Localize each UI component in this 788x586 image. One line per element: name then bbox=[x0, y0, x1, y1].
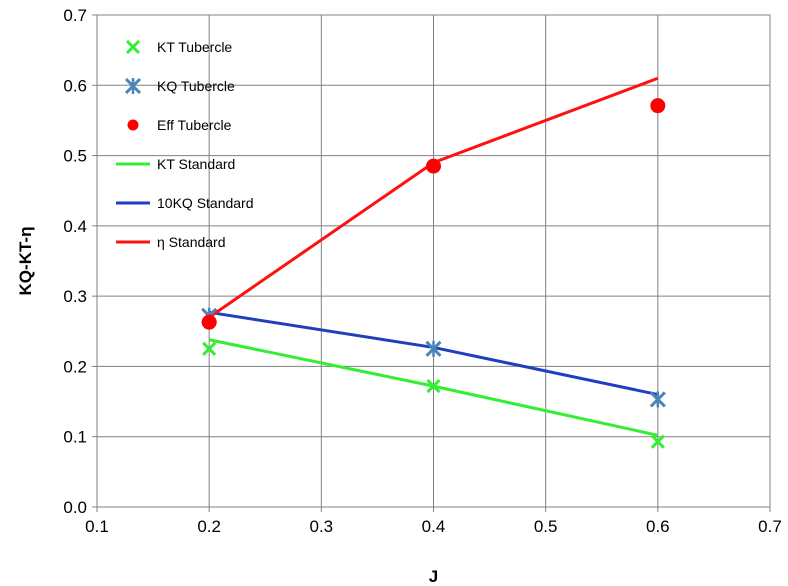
legend-label: KT Tubercle bbox=[157, 39, 232, 55]
legend-item: η Standard bbox=[116, 234, 226, 250]
legend-item: 10KQ Standard bbox=[116, 195, 254, 211]
data-point bbox=[426, 379, 441, 394]
data-point bbox=[426, 158, 441, 174]
y-tick-label: 0.1 bbox=[63, 428, 87, 447]
x-axis-title: J bbox=[429, 567, 438, 586]
series-kt-tubercle bbox=[202, 341, 665, 449]
legend-item: KQ Tubercle bbox=[124, 77, 235, 95]
x-tick-label: 0.7 bbox=[758, 517, 782, 536]
x-tick-label: 0.6 bbox=[646, 517, 670, 536]
data-point bbox=[650, 98, 666, 114]
y-tick-label: 0.2 bbox=[63, 357, 87, 376]
legend-swatch bbox=[127, 119, 139, 131]
data-point bbox=[202, 341, 217, 356]
legend-item: KT Tubercle bbox=[125, 39, 232, 55]
data-point bbox=[650, 434, 665, 449]
series-layer bbox=[201, 76, 666, 449]
legend-label: 10KQ Standard bbox=[157, 195, 254, 211]
legend-label: KQ Tubercle bbox=[157, 78, 235, 94]
y-tick-label: 0.4 bbox=[63, 217, 87, 236]
legend: KT Tubercle KQ Tubercle Eff Tubercle KT Sta… bbox=[116, 39, 254, 250]
series-eff-tubercle bbox=[201, 98, 666, 330]
legend-label: Eff Tubercle bbox=[157, 117, 232, 133]
legend-label: KT Standard bbox=[157, 156, 235, 172]
y-tick-label: 0.3 bbox=[63, 287, 87, 306]
x-tick-label: 0.4 bbox=[422, 517, 446, 536]
x-tick-label: 0.5 bbox=[534, 517, 558, 536]
legend-label: η Standard bbox=[157, 234, 226, 250]
legend-item: KT Standard bbox=[116, 156, 235, 172]
x-axis-ticks: 0.1 0.2 0.3 0.4 0.5 0.6 0.7 bbox=[85, 507, 782, 536]
y-tick-label: 0.6 bbox=[63, 76, 87, 95]
y-tick-label: 0.7 bbox=[63, 6, 87, 25]
y-axis-ticks: 0.0 0.1 0.2 0.3 0.4 0.5 0.6 0.7 bbox=[63, 6, 97, 517]
legend-swatch bbox=[125, 39, 141, 55]
legend-item: Eff Tubercle bbox=[127, 117, 232, 133]
y-tick-label: 0.5 bbox=[63, 147, 87, 166]
x-tick-label: 0.1 bbox=[85, 517, 109, 536]
data-point bbox=[649, 391, 666, 408]
x-tick-label: 0.2 bbox=[197, 517, 221, 536]
y-tick-label: 0.0 bbox=[63, 498, 87, 517]
y-axis-title: KQ-KT-η bbox=[16, 227, 35, 296]
x-tick-label: 0.3 bbox=[310, 517, 334, 536]
legend-swatch bbox=[124, 77, 142, 95]
data-point bbox=[201, 314, 217, 330]
data-point bbox=[425, 340, 442, 357]
grid bbox=[96, 14, 771, 508]
